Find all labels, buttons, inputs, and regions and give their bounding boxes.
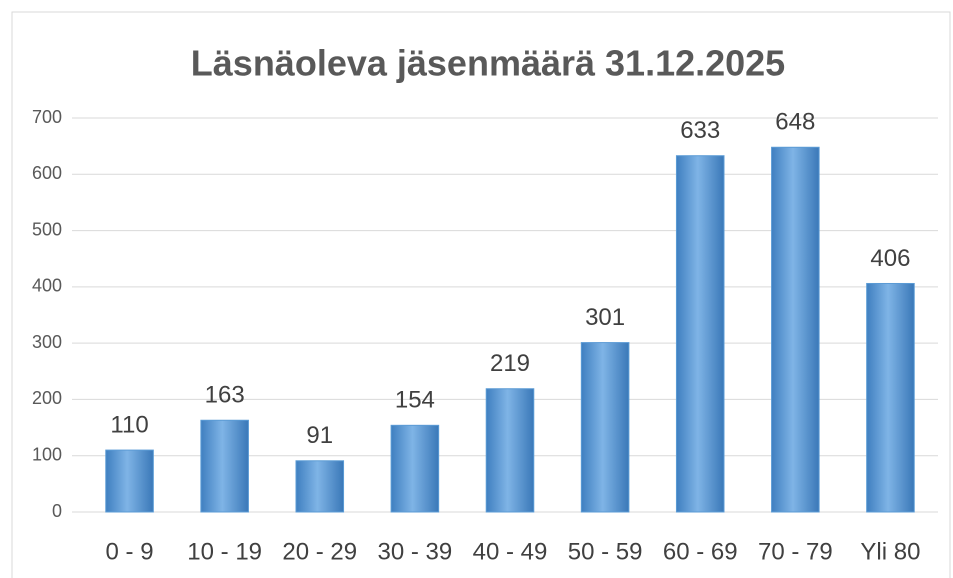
x-tick-label: 10 - 19 [187, 538, 262, 565]
y-tick-label: 200 [32, 388, 62, 408]
y-tick-label: 700 [32, 107, 62, 127]
data-label: 406 [870, 245, 910, 272]
data-label: 91 [306, 422, 333, 449]
y-tick-label: 0 [52, 501, 62, 521]
data-label: 648 [775, 109, 815, 136]
bar [485, 388, 535, 513]
bar [295, 460, 345, 513]
x-tick-label: 70 - 79 [758, 538, 833, 565]
chart-title: Läsnäoleva jäsenmäärä 31.12.2025 [191, 43, 785, 84]
y-tick-label: 100 [32, 444, 62, 464]
x-tick-label: 50 - 59 [568, 538, 643, 565]
bar [580, 342, 630, 513]
bar [675, 155, 725, 513]
y-tick-label: 400 [32, 276, 62, 296]
data-label: 633 [680, 117, 720, 144]
data-label: 163 [205, 382, 245, 409]
x-tick-label: 0 - 9 [106, 538, 154, 565]
x-tick-label: Yli 80 [860, 538, 920, 565]
y-tick-label: 500 [32, 219, 62, 239]
data-label: 110 [110, 411, 148, 438]
x-tick-label: 20 - 29 [282, 538, 357, 565]
bar [105, 449, 154, 513]
x-tick-label: 60 - 69 [663, 538, 738, 565]
data-label: 154 [395, 387, 435, 414]
y-tick-label: 600 [32, 163, 62, 183]
bar [771, 146, 820, 513]
x-tick-label: 40 - 49 [473, 538, 548, 565]
y-tick-label: 300 [32, 332, 62, 352]
x-tick-label: 30 - 39 [378, 538, 453, 565]
bar [866, 282, 915, 513]
bar [200, 419, 249, 513]
data-label: 301 [585, 304, 625, 331]
bar [390, 424, 440, 513]
data-label: 219 [490, 350, 530, 377]
